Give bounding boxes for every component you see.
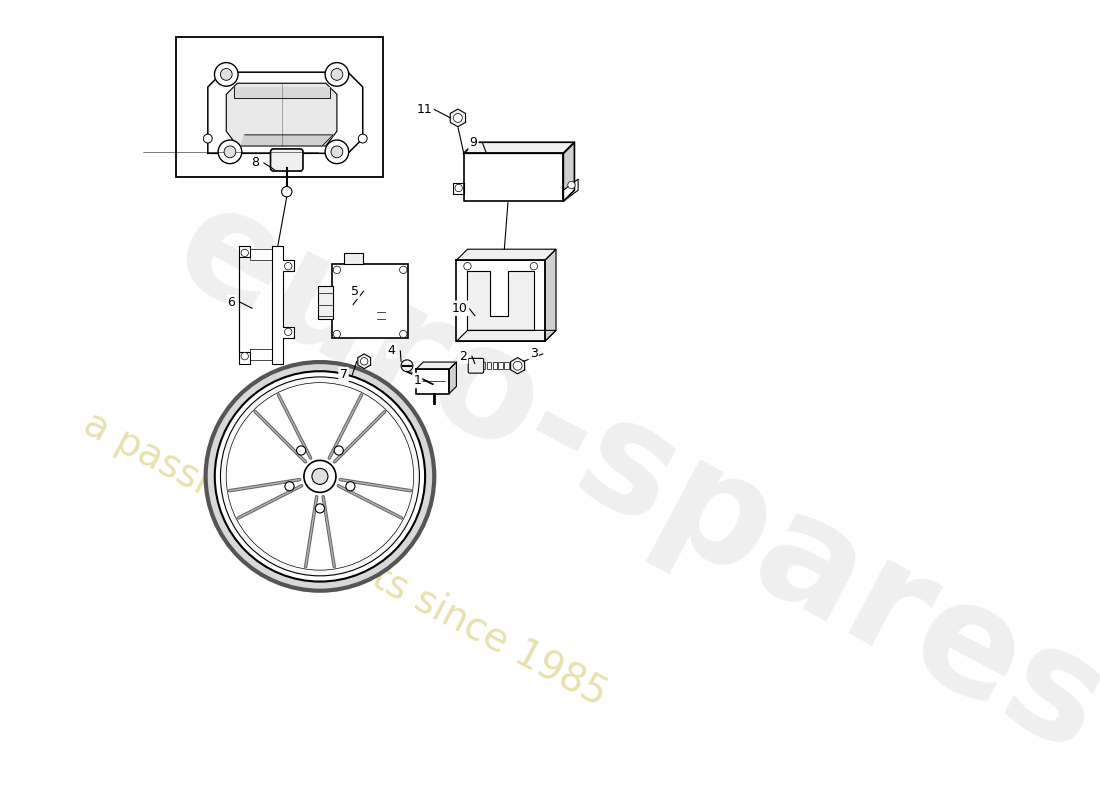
Polygon shape [464, 142, 574, 154]
Circle shape [333, 266, 341, 274]
Text: 11: 11 [417, 102, 432, 115]
Polygon shape [456, 250, 556, 260]
Circle shape [282, 186, 292, 197]
Circle shape [361, 358, 367, 365]
Polygon shape [358, 354, 371, 369]
Circle shape [224, 146, 235, 158]
Circle shape [399, 266, 407, 274]
Polygon shape [250, 349, 272, 360]
Bar [332, 264, 408, 338]
Polygon shape [449, 362, 456, 394]
Text: 3: 3 [530, 347, 538, 361]
Circle shape [345, 482, 355, 491]
Circle shape [220, 377, 419, 576]
Circle shape [285, 328, 292, 335]
Circle shape [331, 69, 343, 80]
Circle shape [333, 330, 341, 338]
Circle shape [514, 362, 522, 370]
Bar [319, 286, 333, 319]
Polygon shape [233, 87, 330, 98]
Circle shape [326, 140, 349, 164]
Circle shape [285, 262, 292, 270]
Circle shape [359, 134, 367, 143]
Circle shape [214, 371, 425, 582]
Bar [504, 362, 509, 370]
Circle shape [227, 382, 414, 570]
Circle shape [402, 360, 412, 372]
Text: a passion for parts since 1985: a passion for parts since 1985 [77, 405, 613, 714]
Bar [344, 253, 363, 264]
Text: 9: 9 [470, 136, 477, 149]
Polygon shape [416, 362, 456, 370]
Polygon shape [563, 142, 574, 202]
Polygon shape [416, 370, 449, 394]
Circle shape [241, 250, 249, 257]
Polygon shape [456, 330, 556, 342]
Text: 6: 6 [228, 296, 235, 309]
Bar [493, 362, 497, 370]
Bar [486, 362, 491, 370]
Circle shape [285, 482, 294, 491]
Circle shape [214, 62, 238, 86]
Polygon shape [250, 250, 272, 260]
Polygon shape [450, 109, 465, 126]
Circle shape [297, 446, 306, 455]
Polygon shape [510, 358, 525, 374]
Polygon shape [272, 246, 294, 363]
Circle shape [331, 146, 343, 158]
Polygon shape [239, 246, 250, 363]
Polygon shape [453, 183, 464, 194]
Bar [498, 362, 503, 370]
Text: 4: 4 [387, 345, 395, 358]
Circle shape [241, 353, 249, 360]
Circle shape [334, 446, 343, 455]
Circle shape [204, 134, 212, 143]
Polygon shape [241, 135, 333, 146]
Polygon shape [544, 250, 556, 342]
Bar [481, 362, 485, 370]
Bar [176, 37, 383, 177]
Circle shape [464, 262, 471, 270]
Polygon shape [563, 179, 579, 202]
Polygon shape [208, 72, 363, 154]
Text: 2: 2 [459, 350, 468, 362]
Polygon shape [464, 154, 563, 202]
FancyBboxPatch shape [271, 149, 303, 171]
Text: 7: 7 [340, 368, 348, 381]
Text: 1: 1 [414, 374, 421, 387]
Polygon shape [227, 83, 337, 146]
Circle shape [455, 184, 462, 192]
FancyBboxPatch shape [469, 358, 484, 373]
Circle shape [326, 62, 349, 86]
Circle shape [304, 460, 336, 492]
Circle shape [530, 262, 538, 270]
Circle shape [453, 114, 462, 122]
Polygon shape [456, 260, 544, 342]
Circle shape [220, 69, 232, 80]
Circle shape [218, 140, 242, 164]
Circle shape [312, 468, 328, 484]
Circle shape [399, 330, 407, 338]
Text: 10: 10 [452, 302, 468, 314]
Text: 5: 5 [351, 285, 359, 298]
Text: 8: 8 [251, 157, 258, 170]
Polygon shape [468, 271, 534, 330]
Circle shape [206, 362, 434, 590]
Text: euro-spares: euro-spares [151, 170, 1100, 786]
Circle shape [568, 182, 575, 189]
Circle shape [316, 504, 324, 513]
